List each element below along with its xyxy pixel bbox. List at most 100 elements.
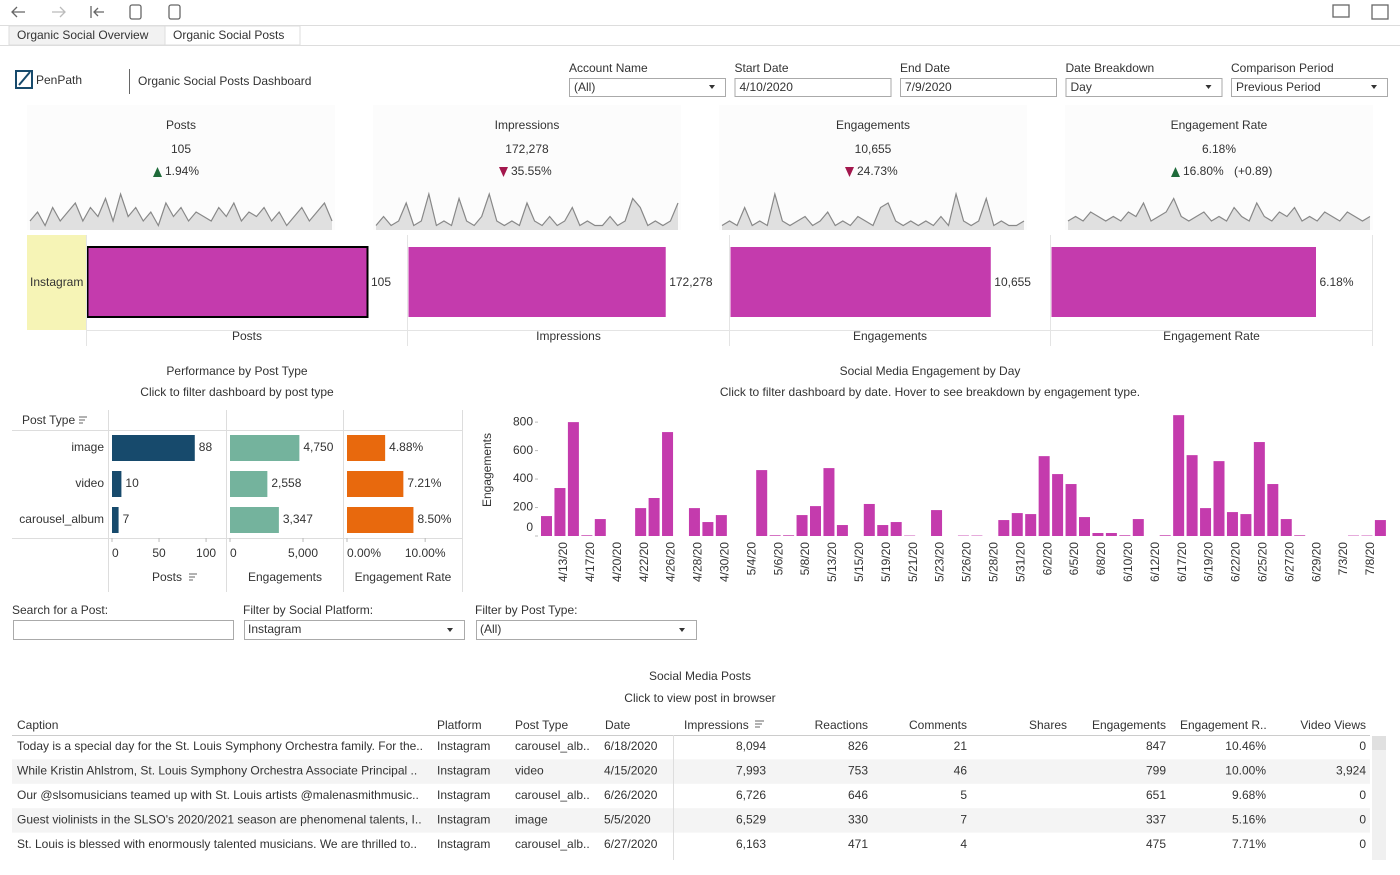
table-cell[interactable]: St. Louis is blessed with enormously tal… [17, 837, 417, 851]
bar[interactable] [1159, 535, 1171, 536]
redo-icon[interactable] [52, 6, 66, 18]
bar[interactable] [567, 422, 579, 536]
column-header[interactable]: Reactions [815, 718, 868, 732]
bar[interactable] [635, 508, 647, 536]
column-header[interactable]: Platform [437, 718, 482, 732]
filter-input[interactable] [734, 78, 892, 97]
table-cell[interactable]: Our @slsomusicians teamed up with St. Lo… [17, 788, 419, 802]
revert-icon[interactable] [90, 6, 104, 18]
refresh-icon[interactable] [129, 4, 142, 20]
bar[interactable] [230, 507, 279, 533]
bar[interactable] [648, 497, 660, 536]
bar[interactable] [86, 246, 369, 318]
column-header[interactable]: Shares [1029, 718, 1067, 732]
bar[interactable] [1173, 415, 1185, 536]
sort-icon[interactable] [79, 416, 87, 424]
bar[interactable] [1374, 520, 1386, 536]
sort-icon[interactable] [755, 720, 764, 728]
bar[interactable] [702, 522, 714, 536]
bar[interactable] [1051, 247, 1317, 317]
column-header[interactable]: Impressions [684, 718, 749, 732]
filter-input[interactable] [244, 620, 465, 640]
bar[interactable] [1132, 519, 1144, 536]
bar[interactable] [1105, 533, 1117, 536]
bar[interactable] [1213, 461, 1225, 536]
bar[interactable] [810, 506, 821, 536]
bar[interactable] [863, 503, 875, 536]
bar[interactable] [730, 247, 991, 317]
bar[interactable] [112, 471, 122, 497]
filter-input[interactable] [900, 78, 1057, 97]
bar[interactable] [408, 247, 666, 317]
column-header[interactable]: Date [605, 718, 631, 732]
tab-label[interactable]: Organic Social Overview [17, 28, 149, 42]
bar[interactable] [347, 507, 414, 533]
bar[interactable] [1186, 455, 1198, 536]
bar[interactable] [112, 507, 119, 533]
bar[interactable] [769, 535, 781, 536]
bar[interactable] [541, 516, 552, 536]
filter-input[interactable] [1231, 78, 1388, 97]
bar[interactable] [796, 515, 808, 536]
bar[interactable] [112, 435, 195, 461]
filter-input[interactable] [569, 78, 726, 97]
bar[interactable] [1280, 519, 1292, 536]
table-cell: Instagram [437, 764, 490, 778]
sort-icon[interactable] [189, 573, 197, 581]
bar[interactable] [1253, 442, 1265, 536]
bar[interactable] [230, 435, 300, 461]
column-header[interactable]: Caption [17, 718, 58, 732]
bar[interactable] [230, 471, 268, 497]
table-cell[interactable]: While Kristin Ahlstrom, St. Louis Sympho… [17, 764, 417, 778]
bar[interactable] [347, 471, 404, 497]
category-label[interactable]: video [75, 476, 104, 490]
bar[interactable] [998, 520, 1010, 536]
category-label[interactable]: image [71, 440, 104, 454]
bar[interactable] [1038, 456, 1050, 536]
comment-icon[interactable] [1332, 4, 1350, 18]
bar[interactable] [1025, 514, 1037, 536]
bar[interactable] [1226, 512, 1238, 536]
bar[interactable] [1267, 484, 1279, 536]
bar[interactable] [581, 535, 593, 536]
bar[interactable] [1011, 513, 1023, 536]
bar[interactable] [823, 468, 835, 536]
column-header[interactable]: Engagement R.. [1180, 718, 1267, 732]
bar[interactable] [554, 488, 566, 536]
bar[interactable] [1079, 517, 1090, 536]
bar[interactable] [1200, 508, 1212, 536]
table-cell[interactable]: Today is a special day for the St. Louis… [17, 739, 423, 753]
bar[interactable] [1065, 484, 1077, 536]
table-cell[interactable]: Guest violinists in the SLSO's 2020/2021… [17, 812, 422, 826]
column-header[interactable]: Post Type [515, 718, 568, 732]
column-header[interactable]: Video Views [1300, 718, 1366, 732]
bar[interactable] [594, 519, 606, 536]
bar[interactable] [756, 470, 768, 536]
scrollbar-thumb[interactable] [1372, 736, 1386, 750]
bar[interactable] [347, 435, 386, 461]
bar[interactable] [688, 508, 700, 536]
bar[interactable] [715, 515, 727, 536]
category-label[interactable]: carousel_album [19, 512, 104, 526]
bar[interactable] [877, 525, 889, 536]
bar[interactable] [1240, 514, 1252, 536]
tab-label[interactable]: Organic Social Posts [173, 28, 284, 42]
bar[interactable] [783, 535, 795, 536]
bar[interactable] [931, 510, 943, 536]
column-header[interactable]: Comments [909, 718, 967, 732]
column-header[interactable]: Engagements [1092, 718, 1166, 732]
filter-input[interactable] [1065, 78, 1223, 97]
bar[interactable] [1092, 533, 1104, 536]
bar[interactable] [1294, 535, 1306, 536]
x-tick-label: 5/31/20 [1013, 542, 1027, 582]
bar[interactable] [890, 522, 902, 536]
bar[interactable] [1052, 474, 1064, 536]
bar[interactable] [1119, 535, 1131, 536]
undo-icon[interactable] [11, 6, 25, 18]
bar[interactable] [836, 525, 848, 536]
pause-icon[interactable] [168, 4, 181, 20]
filter-input[interactable] [476, 620, 697, 640]
fullscreen-icon[interactable] [1371, 4, 1389, 20]
filter-input[interactable] [13, 620, 234, 640]
bar[interactable] [662, 432, 674, 536]
